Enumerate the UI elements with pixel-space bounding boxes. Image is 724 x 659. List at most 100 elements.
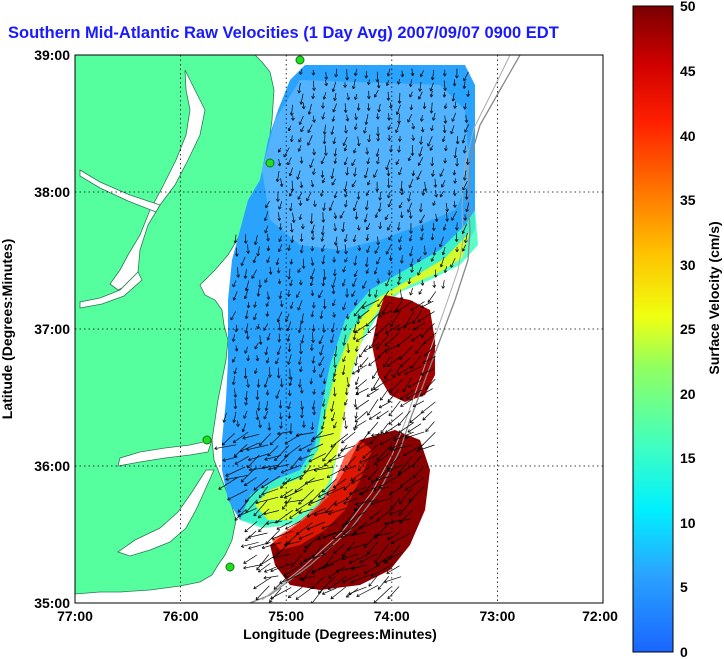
velocity-arrow-head xyxy=(353,428,357,431)
velocity-arrow xyxy=(354,68,358,76)
velocity-arrow-head xyxy=(333,228,336,232)
velocity-arrow-head xyxy=(266,337,268,341)
velocity-arrow xyxy=(253,312,257,321)
velocity-arrow-head xyxy=(313,470,317,472)
velocity-arrow-head xyxy=(277,198,280,202)
velocity-arrow-head xyxy=(379,441,383,445)
velocity-arrow-head xyxy=(311,95,314,99)
velocity-arrow xyxy=(335,236,338,246)
velocity-arrow xyxy=(345,510,367,525)
velocity-arrow-head xyxy=(367,330,370,333)
velocity-arrow-head xyxy=(354,502,358,505)
velocity-arrow-head xyxy=(246,316,249,320)
velocity-arrow-head xyxy=(400,191,403,196)
velocity-arrow-head xyxy=(292,117,295,121)
velocity-arrow xyxy=(334,212,337,219)
velocity-arrow-head xyxy=(411,269,414,273)
velocity-arrow-head xyxy=(330,340,334,343)
velocity-arrow-head xyxy=(345,294,348,298)
velocity-arrow-head xyxy=(467,161,470,165)
velocity-arrow-head xyxy=(369,518,373,520)
velocity-arrow-head xyxy=(278,207,282,210)
velocity-arrow-head xyxy=(375,294,378,298)
velocity-arrow xyxy=(333,312,335,318)
velocity-arrow-head xyxy=(409,419,412,423)
velocity-arrow-head xyxy=(310,248,313,252)
velocity-arrow xyxy=(409,235,412,242)
velocity-arrow-head xyxy=(332,484,335,488)
velocity-arrow xyxy=(408,192,412,202)
velocity-arrow-head xyxy=(376,459,380,461)
velocity-arrow-head xyxy=(313,204,316,207)
velocity-arrow-head xyxy=(352,284,356,287)
velocity-arrow xyxy=(351,180,357,188)
velocity-arrow-head xyxy=(331,118,334,122)
velocity-arrow xyxy=(245,530,257,541)
velocity-arrow-head xyxy=(236,348,239,352)
velocity-arrow xyxy=(419,388,433,397)
velocity-arrow-head xyxy=(311,360,314,364)
velocity-arrow-head xyxy=(398,282,401,285)
velocity-arrow-head xyxy=(462,140,466,144)
velocity-arrow-head xyxy=(332,119,336,122)
velocity-arrow xyxy=(398,235,403,243)
velocity-arrow-head xyxy=(333,353,336,357)
velocity-arrow-head xyxy=(288,276,291,280)
colorbar-tick-label: 45 xyxy=(680,63,696,79)
velocity-arrow xyxy=(354,93,358,100)
velocity-arrow-head xyxy=(407,281,410,285)
velocity-arrow-head xyxy=(245,240,248,244)
velocity-arrow xyxy=(333,478,347,488)
velocity-arrow xyxy=(245,399,248,406)
velocity-arrow-head xyxy=(364,219,368,223)
velocity-arrow-head xyxy=(297,270,301,273)
velocity-arrow xyxy=(400,289,403,300)
velocity-arrow xyxy=(385,544,401,564)
velocity-arrow xyxy=(267,332,271,341)
velocity-arrow-head xyxy=(418,153,420,157)
velocity-arrow-head xyxy=(287,406,289,410)
velocity-arrow-head xyxy=(313,468,317,471)
velocity-arrow-head xyxy=(408,238,411,242)
velocity-arrow-head xyxy=(296,176,298,180)
velocity-arrow xyxy=(318,576,336,594)
velocity-arrow-head xyxy=(390,325,394,328)
velocity-arrow-head xyxy=(376,262,380,265)
velocity-arrow-head xyxy=(264,407,267,411)
velocity-arrow-head xyxy=(451,118,453,122)
velocity-arrow-head xyxy=(398,247,401,251)
velocity-arrow xyxy=(444,266,448,273)
velocity-arrow-head xyxy=(354,262,357,266)
velocity-arrow-head xyxy=(364,75,367,79)
velocity-arrow-head xyxy=(342,359,346,362)
y-tick-label: 38:00 xyxy=(34,184,70,200)
velocity-arrow-head xyxy=(399,188,402,192)
velocity-arrow-head xyxy=(299,459,303,461)
velocity-arrow-head xyxy=(396,227,399,231)
velocity-arrow-head xyxy=(348,349,351,353)
velocity-arrow xyxy=(427,291,437,303)
velocity-arrow-head xyxy=(356,321,359,325)
velocity-arrow-head xyxy=(349,491,352,495)
velocity-arrow-head xyxy=(333,216,336,219)
velocity-arrow-head xyxy=(465,240,468,244)
velocity-arrow-head xyxy=(335,228,338,232)
velocity-arrow-head xyxy=(330,175,333,179)
velocity-arrow xyxy=(416,170,422,180)
velocity-arrow-head xyxy=(332,314,335,318)
colorbar-label: Surface Velocity (cm/s) xyxy=(706,221,722,374)
velocity-arrow-head xyxy=(301,238,304,242)
velocity-arrow xyxy=(395,300,413,313)
velocity-arrow-head xyxy=(324,131,327,135)
velocity-arrow-head xyxy=(375,215,379,218)
velocity-arrow xyxy=(321,389,326,395)
velocity-arrow-head xyxy=(341,283,344,287)
velocity-arrow-head xyxy=(332,285,335,288)
velocity-arrow xyxy=(265,400,269,411)
velocity-arrow xyxy=(431,102,433,114)
velocity-arrow xyxy=(388,400,401,417)
velocity-arrow xyxy=(372,368,380,379)
x-axis-label: Longitude (Degrees:Minutes) xyxy=(243,626,437,642)
y-tick-label: 35:00 xyxy=(34,595,70,611)
velocity-arrow xyxy=(344,234,348,242)
